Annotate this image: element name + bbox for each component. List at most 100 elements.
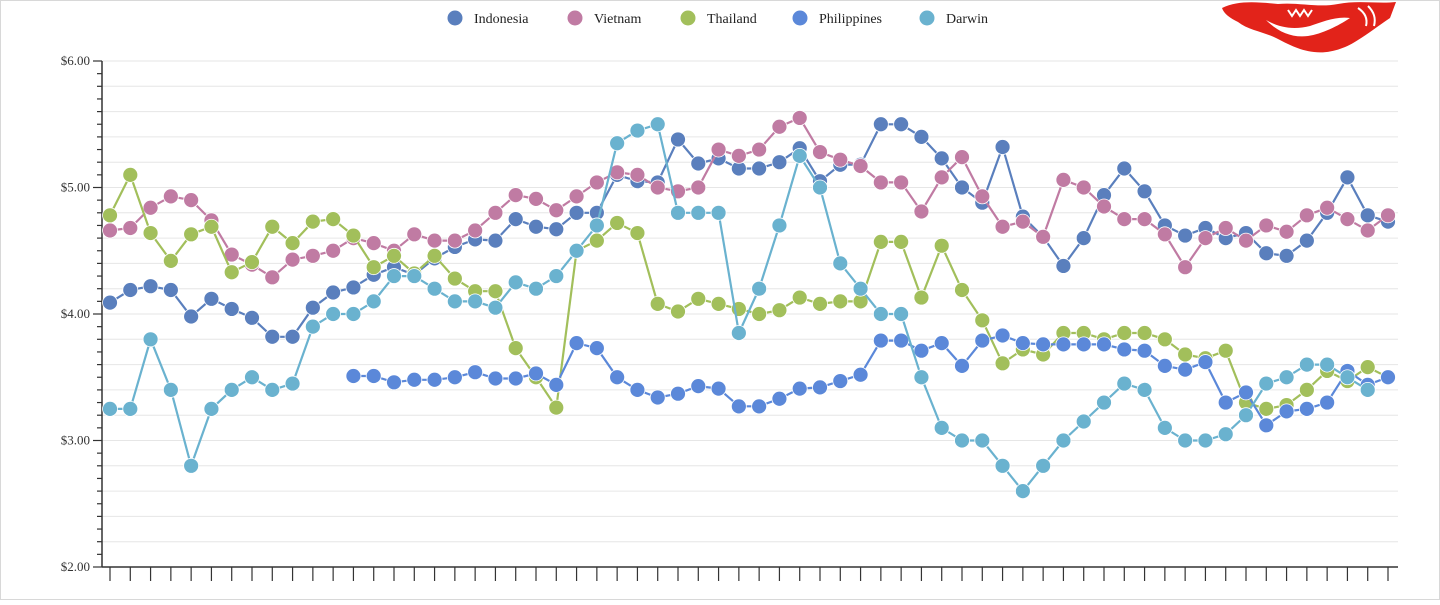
data-point	[1096, 198, 1112, 215]
data-point	[933, 150, 950, 167]
data-point	[974, 332, 991, 349]
data-point	[264, 381, 281, 398]
data-point	[426, 371, 443, 388]
data-point	[812, 379, 828, 396]
data-point	[142, 225, 159, 241]
data-point	[528, 190, 544, 207]
data-point	[386, 247, 402, 264]
legend-marker	[567, 10, 583, 26]
data-point	[1156, 419, 1173, 436]
data-point	[1096, 336, 1112, 353]
data-point	[1177, 227, 1194, 244]
data-point	[913, 289, 930, 306]
data-point	[933, 237, 950, 254]
data-point	[244, 369, 260, 386]
data-point	[933, 335, 950, 351]
data-point	[325, 242, 342, 259]
data-point	[994, 457, 1011, 474]
data-point	[609, 135, 626, 152]
legend-item: Vietnam	[567, 10, 641, 27]
legend-marker	[447, 10, 463, 26]
data-point	[1339, 169, 1356, 186]
series-line	[109, 123, 1389, 338]
data-point	[1298, 381, 1315, 398]
data-point	[548, 376, 565, 393]
data-point	[507, 187, 524, 203]
data-point	[284, 375, 301, 392]
data-point	[568, 188, 585, 205]
data-point	[852, 366, 869, 383]
data-point	[954, 149, 970, 166]
data-point	[771, 154, 788, 171]
data-point	[730, 398, 747, 415]
data-point	[487, 370, 504, 387]
data-point	[386, 268, 402, 284]
y-tick-label: $6.00	[61, 53, 90, 68]
data-point	[832, 255, 849, 272]
data-point	[102, 294, 118, 311]
data-point	[1359, 222, 1376, 239]
data-point	[244, 254, 260, 271]
data-point	[304, 247, 321, 264]
data-point	[386, 374, 402, 391]
data-point	[487, 232, 504, 249]
data-point	[1319, 394, 1336, 411]
y-tick-label: $2.00	[61, 559, 90, 574]
data-point	[954, 282, 970, 298]
data-point	[203, 290, 220, 307]
data-point	[690, 290, 707, 307]
data-point	[954, 432, 970, 449]
data-point	[629, 166, 646, 183]
data-point	[609, 369, 626, 386]
y-tick-label: $3.00	[61, 433, 90, 448]
data-point	[183, 457, 200, 474]
legend-marker	[792, 10, 808, 26]
data-point	[183, 308, 200, 325]
data-point	[548, 399, 565, 416]
data-point	[162, 381, 179, 398]
series-vietnam	[102, 110, 1396, 286]
data-point	[183, 226, 200, 243]
data-point	[751, 160, 768, 177]
data-point	[1238, 232, 1254, 249]
data-point	[568, 242, 585, 259]
data-point	[710, 141, 727, 158]
data-point	[162, 282, 179, 298]
data-point	[446, 293, 463, 310]
data-point	[487, 299, 504, 316]
data-point	[1116, 211, 1133, 228]
data-point	[994, 327, 1011, 344]
data-point	[629, 381, 646, 398]
data-point	[710, 204, 727, 221]
data-point	[223, 264, 240, 281]
data-point	[1339, 211, 1356, 228]
data-point	[913, 342, 930, 359]
data-point	[1258, 417, 1275, 434]
data-point	[548, 268, 565, 284]
data-point	[1014, 213, 1031, 230]
data-point	[1359, 381, 1376, 398]
data-point	[1116, 160, 1133, 177]
data-point	[751, 280, 768, 297]
data-point	[872, 233, 889, 250]
data-point	[913, 128, 930, 145]
data-point	[771, 390, 788, 407]
data-point	[142, 278, 159, 295]
data-point	[1298, 232, 1315, 249]
data-point	[1116, 325, 1133, 341]
data-point	[588, 232, 605, 249]
data-point	[872, 116, 889, 133]
data-point	[649, 116, 666, 133]
data-point	[588, 217, 605, 234]
data-point	[1278, 403, 1295, 420]
data-point	[751, 141, 768, 158]
data-point	[406, 268, 423, 284]
data-point	[791, 380, 808, 397]
data-point	[1197, 230, 1214, 247]
data-point	[345, 368, 362, 384]
data-point	[446, 270, 463, 287]
data-point	[162, 188, 179, 205]
data-point	[791, 147, 808, 164]
data-point	[102, 207, 118, 224]
